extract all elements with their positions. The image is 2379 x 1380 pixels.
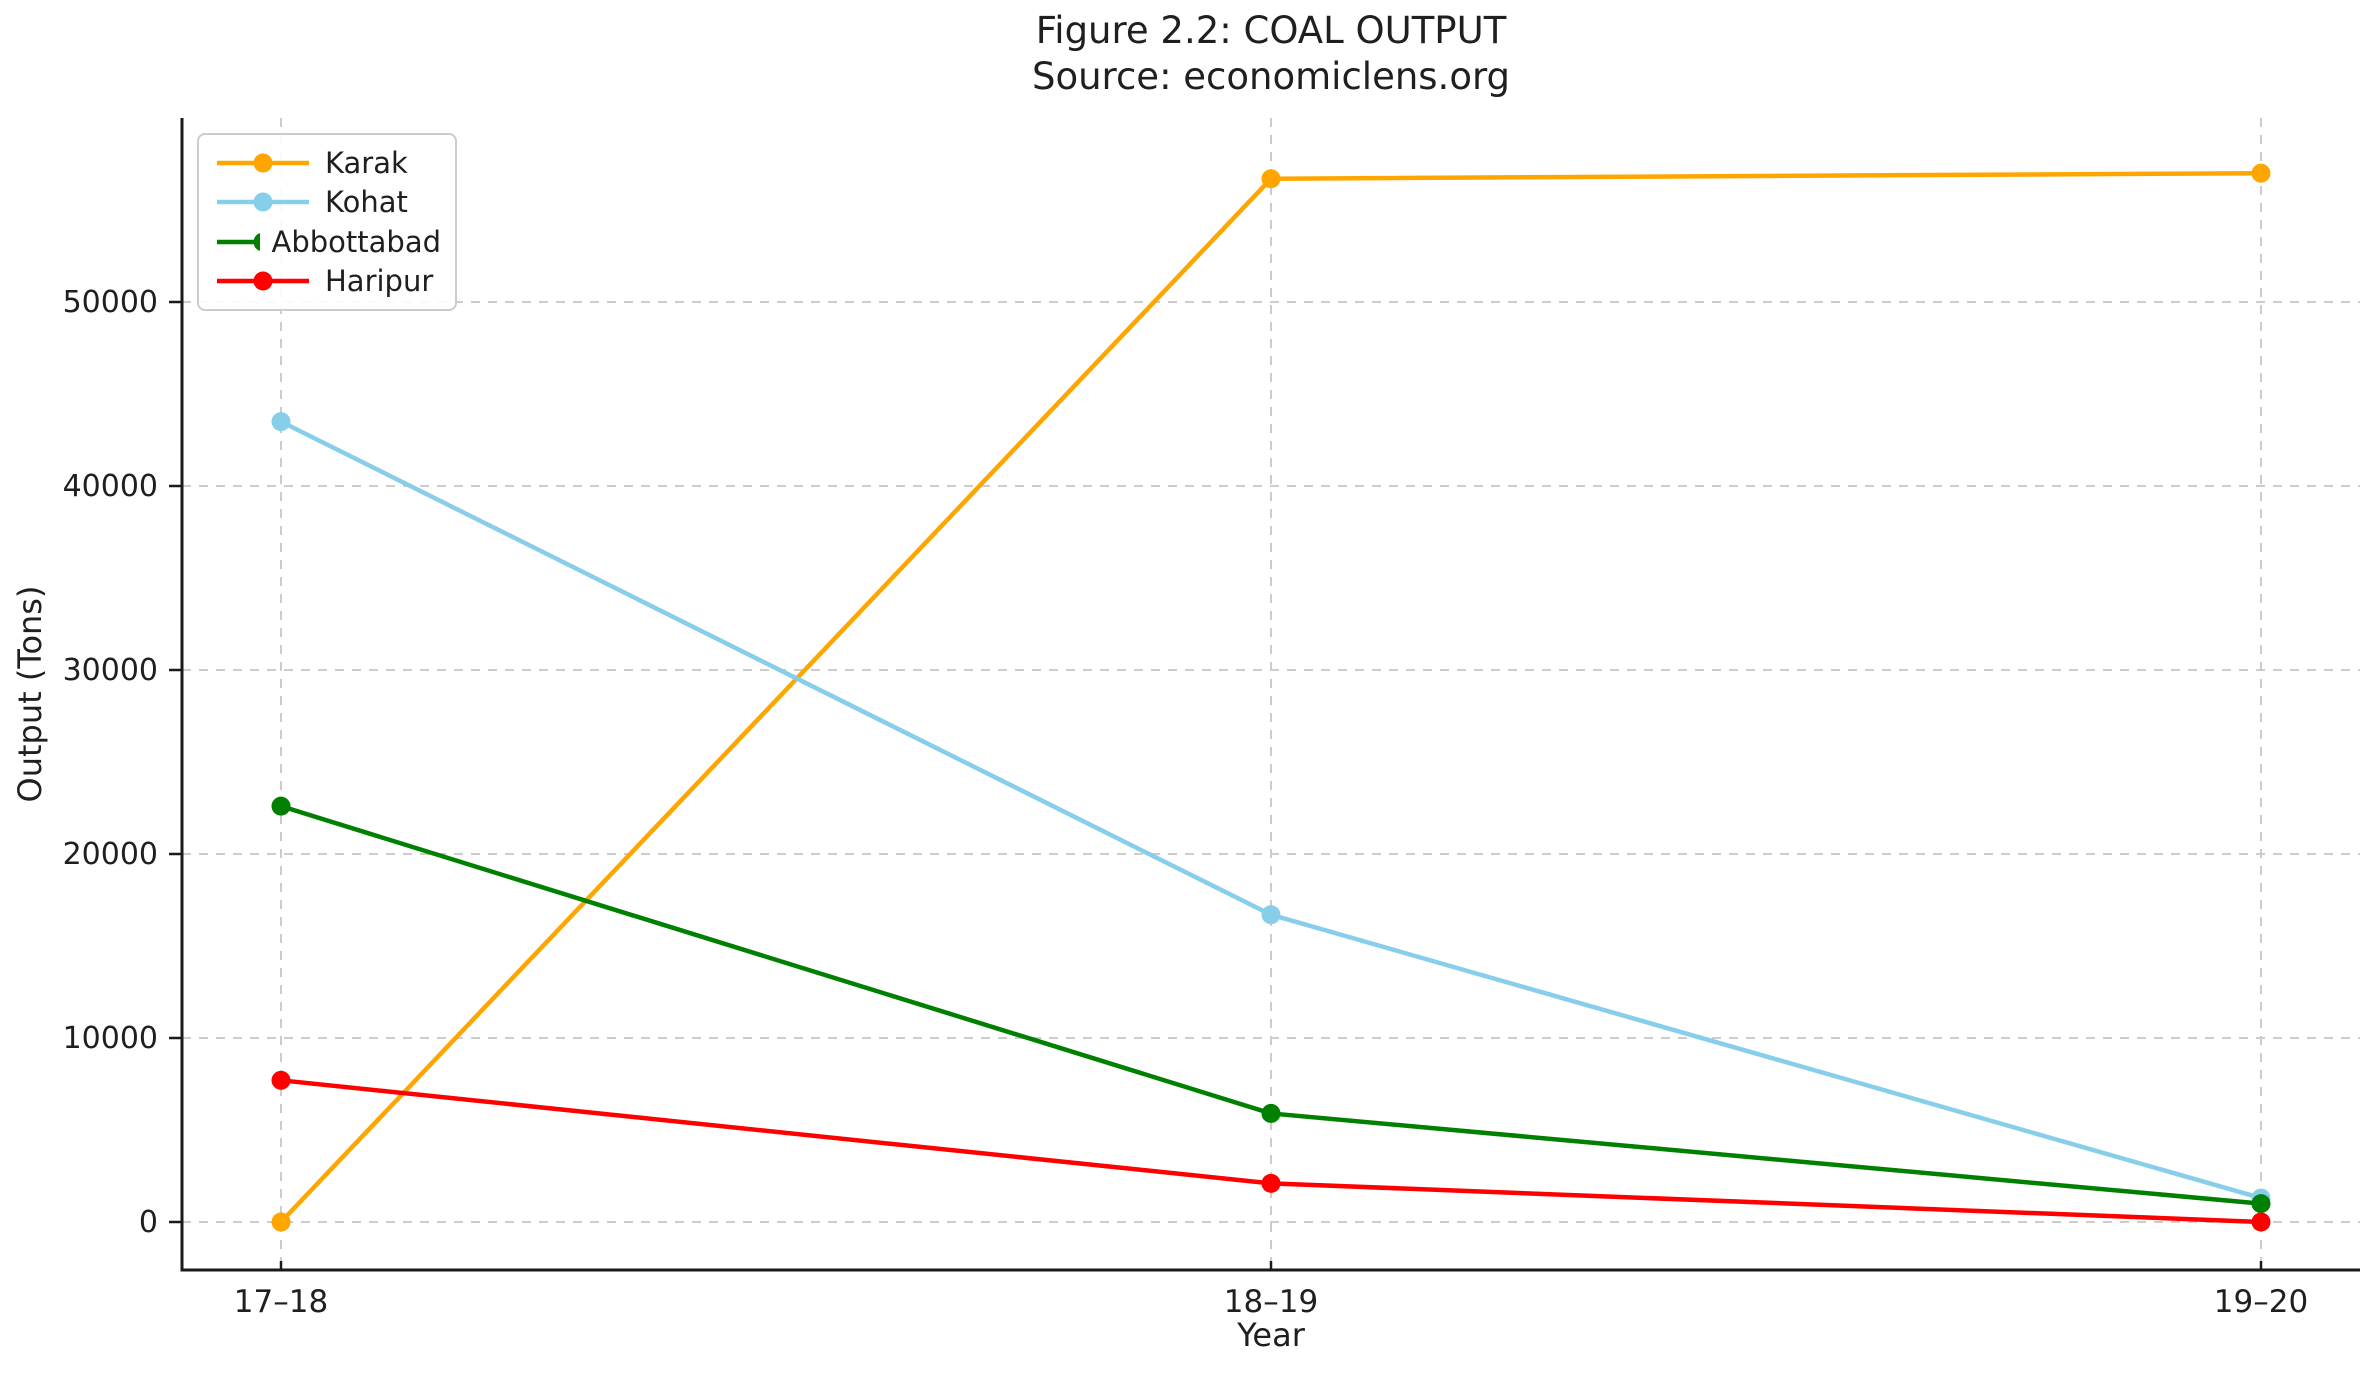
data-point-haripur-0: [271, 1070, 291, 1090]
legend: Karak Kohat Abbottabad Haripur: [197, 133, 457, 311]
data-point-haripur-2: [2251, 1212, 2271, 1232]
legend-marker: [253, 232, 260, 251]
legend-marker: [253, 192, 273, 212]
data-point-kohat-1: [1261, 905, 1281, 925]
x-tick-label: 18–19: [1224, 1284, 1318, 1320]
legend-line-marker-icon: [217, 192, 309, 212]
legend-item-haripur: Haripur: [213, 263, 441, 299]
legend-line-marker-icon: [217, 271, 309, 291]
series-line-haripur: [278, 1078, 2264, 1225]
x-tick-label: 19–20: [2214, 1284, 2308, 1320]
data-point-abbottabad-2: [2251, 1194, 2271, 1214]
x-tick-label: 17–18: [234, 1284, 328, 1320]
data-point-abbottabad-0: [271, 796, 291, 816]
y-tick-label: 40000: [63, 469, 158, 504]
legend-line-marker-icon: [217, 153, 309, 173]
data-point-karak-2: [2251, 163, 2271, 183]
chart-subtitle: Source: economiclens.org: [1031, 55, 1511, 99]
chart-title: Figure 2.2: COAL OUTPUT: [1035, 9, 1507, 52]
data-point-abbottabad-1: [1261, 1103, 1281, 1123]
legend-line-marker-icon: [217, 232, 260, 251]
legend-marker: [253, 153, 273, 173]
legend-label: Abbottabad: [271, 224, 442, 259]
y-tick-label: 50000: [63, 285, 158, 320]
y-tick-label: 30000: [63, 653, 158, 688]
y-tick-label: 0: [139, 1205, 158, 1240]
x-axis-label: Year: [1237, 1316, 1305, 1354]
chart-title-block: Figure 2.2: COAL OUTPUT Source: economic…: [182, 8, 2360, 101]
legend-label: Kohat: [325, 185, 408, 220]
data-point-kohat-0: [271, 412, 291, 432]
series-line-kohat: [278, 419, 2264, 1201]
data-point-haripur-1: [1261, 1173, 1281, 1193]
y-tick-label: 10000: [63, 1021, 158, 1056]
legend-item-kohat: Kohat: [213, 184, 441, 220]
data-point-karak-0: [271, 1212, 291, 1232]
legend-item-abbottabad: Abbottabad: [213, 224, 441, 260]
data-point-karak-1: [1261, 169, 1281, 189]
legend-item-karak: Karak: [213, 145, 441, 181]
legend-label: Haripur: [325, 263, 434, 298]
y-tick-label: 20000: [63, 837, 158, 872]
legend-label: Karak: [325, 146, 408, 180]
legend-marker: [253, 271, 273, 291]
y-axis-label: Output (Tons): [11, 585, 49, 803]
